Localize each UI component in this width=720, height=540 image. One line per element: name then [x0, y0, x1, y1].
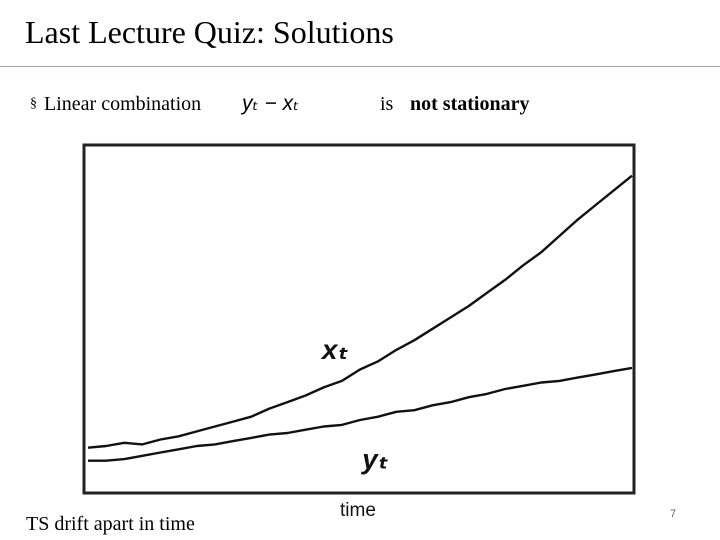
series-line-x: [87, 174, 633, 449]
series-label-x: xₜ: [320, 334, 349, 365]
bullet-emphasis: not stationary: [410, 93, 530, 115]
series-line-y: [88, 366, 633, 462]
time-series-chart: xₜ yₜ time: [82, 143, 636, 520]
footer-note: TS drift apart in time: [26, 513, 195, 535]
slide-title: Last Lecture Quiz: Solutions: [25, 14, 394, 50]
plot-frame: [82, 143, 636, 495]
bullet-is-word: is: [380, 93, 394, 115]
label-layer: xₜ yₜ time: [320, 334, 389, 520]
series-label-y: yₜ: [360, 444, 389, 475]
series-layer: [87, 174, 633, 462]
bullet-marker: §: [30, 96, 37, 111]
title-divider: [0, 66, 720, 67]
slide-number: 7: [670, 508, 677, 520]
x-axis-label: time: [340, 500, 376, 520]
bullet-lead-text: Linear combination: [44, 93, 202, 115]
formula-y-minus-x: yₜ − xₜ: [242, 92, 300, 115]
